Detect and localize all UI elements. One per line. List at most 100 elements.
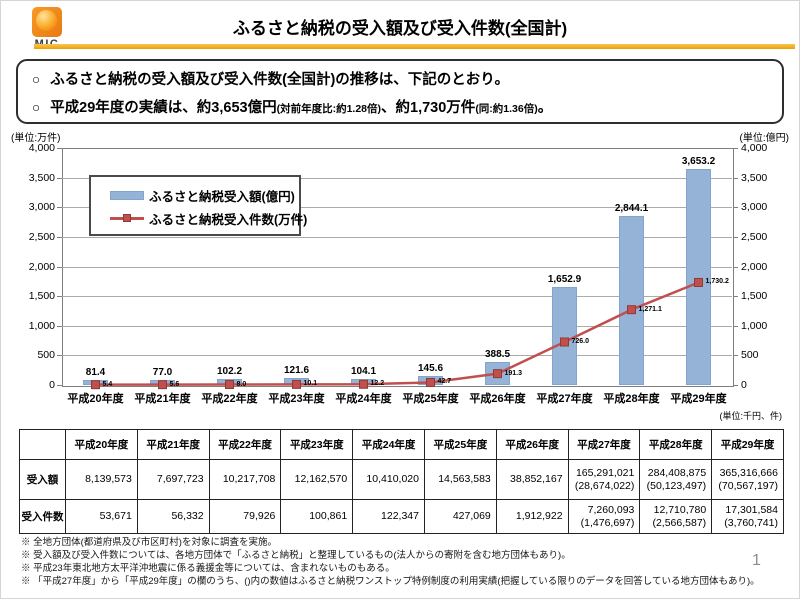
summary-bullet-1: ○ ふるさと納税の受入額及び受入件数(全国計)の推移は、下記のとおり。 bbox=[32, 66, 774, 94]
footnote-line: ※ 全地方団体(都道府県及び市区町村)を対象に調査を実施。 bbox=[21, 537, 277, 548]
bar-value-label: 145.6 bbox=[417, 363, 444, 375]
gridline-3,000 bbox=[62, 207, 732, 209]
table-col-header: 平成25年度 bbox=[423, 429, 497, 460]
table-cell: 10,217,708 bbox=[208, 459, 282, 500]
table-row: 受入額 8,139,573 7,697,723 10,217,708 12,162,57… bbox=[19, 459, 784, 500]
summary-text: 。 bbox=[537, 100, 553, 116]
line-value-label: 8.0 bbox=[236, 380, 247, 388]
chart-bar-平成29年度 bbox=[686, 168, 711, 385]
left-axis-label: 0 bbox=[49, 379, 55, 391]
gridline-2,000 bbox=[62, 266, 732, 268]
x-axis-label-平成29年度: 平成29年度 bbox=[670, 393, 727, 405]
right-axis-label: 1,500 bbox=[741, 290, 768, 303]
left-tick bbox=[57, 177, 62, 179]
table-cell: 10,410,020 bbox=[352, 459, 425, 500]
gridline-3,500 bbox=[62, 177, 732, 179]
table-cell: 427,069 bbox=[423, 499, 497, 534]
x-axis-label-平成27年度: 平成27年度 bbox=[536, 393, 593, 405]
line-value-label: 1,730.2 bbox=[705, 278, 729, 286]
table-corner-cell bbox=[19, 429, 66, 460]
chart-legend: ふるさと納税受入額(億円) ふるさと納税受入件数(万件) bbox=[89, 175, 307, 236]
table-cell: 17,301,584 (3,760,741) bbox=[711, 499, 784, 534]
mic-logo: MIC bbox=[30, 7, 64, 50]
gridline-1,000 bbox=[62, 325, 732, 327]
bar-value-label: 121.6 bbox=[283, 364, 310, 376]
legend-item-amount: ふるさと納税受入額(億円) bbox=[91, 184, 299, 207]
left-tick bbox=[57, 266, 62, 268]
table-cell: 1,912,922 bbox=[495, 499, 569, 534]
mic-logo-sphere-icon bbox=[36, 10, 57, 31]
table-col-header: 平成23年度 bbox=[280, 429, 354, 460]
right-tick bbox=[733, 177, 738, 179]
summary-text: 平成29年度の実績は、約3,653億円 bbox=[50, 100, 277, 116]
bar-value-label: 81.4 bbox=[85, 367, 106, 379]
footnote-line: ※ 受入額及び受入件数については、各地方団体で「ふるさと納税」と整理しているもの… bbox=[21, 550, 571, 561]
table-row-header: 受入件数 bbox=[19, 499, 66, 534]
table-col-header: 平成24年度 bbox=[352, 429, 425, 460]
left-tick bbox=[57, 385, 62, 386]
x-axis-label-平成20年度: 平成20年度 bbox=[67, 393, 124, 405]
table-col-header: 平成20年度 bbox=[65, 429, 138, 460]
left-tick bbox=[57, 148, 62, 149]
summary-text: 、約1,730万件 bbox=[381, 100, 476, 116]
left-tick bbox=[57, 325, 62, 327]
table-cell: 100,861 bbox=[280, 499, 354, 534]
table-col-header: 平成27年度 bbox=[567, 429, 641, 460]
summary-text: ふるさと納税の受入額及び受入件数(全国計)の推移は、下記のとおり。 bbox=[50, 72, 510, 88]
table-cell: 8,139,573 bbox=[65, 459, 138, 500]
table-col-header: 平成26年度 bbox=[495, 429, 569, 460]
summary-text: (同:約1.36倍) bbox=[475, 103, 538, 115]
table-cell: 14,563,583 bbox=[423, 459, 497, 500]
data-table: 平成20年度 平成21年度 平成22年度 平成23年度 平成24年度 平成25年度 平成26… bbox=[19, 429, 784, 534]
bullet-circle-icon: ○ bbox=[32, 72, 41, 87]
right-axis-label: 2,000 bbox=[741, 260, 768, 273]
bar-value-label: 104.1 bbox=[350, 365, 377, 377]
right-axis-label: 3,500 bbox=[741, 171, 768, 184]
footnote-line: ※ 平成23年東北地方太平洋沖地震に係る義援金等については、含まれないものもある… bbox=[21, 563, 395, 574]
legend-label-amount: ふるさと納税受入額(億円) bbox=[149, 190, 295, 204]
right-tick bbox=[733, 207, 738, 209]
bar-value-label: 388.5 bbox=[484, 348, 511, 360]
right-tick bbox=[733, 385, 738, 386]
summary-bullet-2: ○ 平成29年度の実績は、約3,653億円 (対前年度比:約1.28倍) 、約1,73… bbox=[32, 94, 774, 123]
bar-value-label: 3,653.2 bbox=[681, 155, 716, 167]
summary-text: (対前年度比:約1.28倍) bbox=[276, 103, 382, 115]
line-series-svg bbox=[91, 277, 703, 390]
x-axis-label-平成26年度: 平成26年度 bbox=[469, 393, 526, 405]
right-tick bbox=[733, 296, 738, 298]
left-axis-label: 3,500 bbox=[28, 171, 55, 184]
line-value-label: 12.2 bbox=[370, 380, 385, 388]
legend-item-count: ふるさと納税受入件数(万件) bbox=[91, 207, 307, 230]
right-axis-label: 2,500 bbox=[741, 230, 768, 243]
right-tick bbox=[733, 236, 738, 238]
x-axis-label-平成23年度: 平成23年度 bbox=[268, 393, 325, 405]
bar-value-label: 2,844.1 bbox=[614, 203, 649, 215]
left-axis-label: 2,500 bbox=[28, 230, 55, 243]
table-col-header: 平成29年度 bbox=[711, 429, 784, 460]
line-value-label: 1,271.1 bbox=[638, 305, 662, 313]
table-row-header: 受入額 bbox=[19, 459, 66, 500]
bullet-circle-icon: ○ bbox=[32, 100, 41, 115]
header-divider bbox=[34, 44, 795, 49]
table-col-header: 平成28年度 bbox=[639, 429, 713, 460]
legend-label-count: ふるさと納税受入件数(万件) bbox=[149, 213, 308, 227]
line-value-label: 5.4 bbox=[102, 380, 113, 388]
right-tick bbox=[733, 266, 738, 268]
chart-bar-平成28年度 bbox=[619, 216, 644, 385]
x-axis-label-平成24年度: 平成24年度 bbox=[335, 393, 392, 405]
table-cell: 56,332 bbox=[136, 499, 210, 534]
line-value-label: 10.1 bbox=[303, 380, 318, 388]
page-title: ふるさと納税の受入額及び受入件数(全国計) bbox=[232, 19, 568, 38]
left-axis-label: 1,000 bbox=[28, 319, 55, 332]
right-axis-label: 0 bbox=[741, 379, 747, 391]
line-value-label: 42.7 bbox=[437, 378, 452, 386]
left-tick bbox=[57, 236, 62, 238]
right-axis-unit-label: (単位:億円) bbox=[739, 133, 789, 144]
right-axis-label: 3,000 bbox=[741, 201, 768, 214]
table-cell: 79,926 bbox=[208, 499, 282, 534]
table-unit-label: (単位:千円、件) bbox=[719, 411, 783, 421]
table-cell: 7,260,093 (1,476,697) bbox=[567, 499, 641, 534]
left-axis-unit-label: (単位:万件) bbox=[11, 133, 61, 144]
gridline-500 bbox=[62, 355, 732, 357]
right-axis-label: 4,000 bbox=[741, 142, 768, 154]
